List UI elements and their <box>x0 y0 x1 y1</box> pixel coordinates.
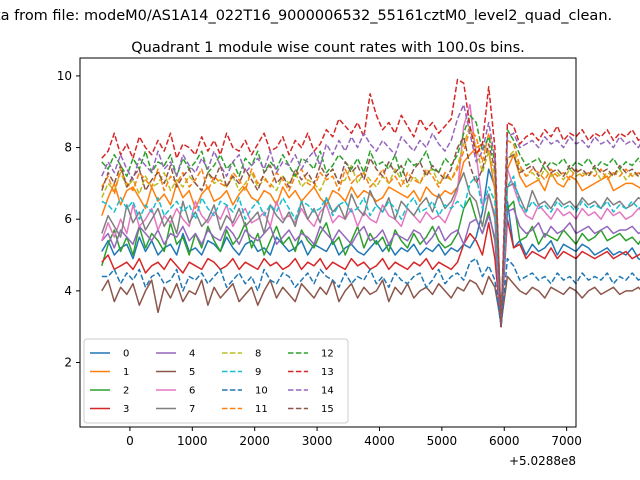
series-line-11 <box>101 128 640 321</box>
y-tick-label: 6 <box>64 212 72 226</box>
series-line-4 <box>101 207 640 328</box>
legend-label-15: 15 <box>321 404 334 415</box>
series-line-15 <box>101 136 640 328</box>
x-tick-label: 2000 <box>239 434 270 448</box>
x-tick-label: 0 <box>126 434 134 448</box>
legend-label-11: 11 <box>255 404 268 415</box>
series-line-1 <box>101 143 640 324</box>
legend-label-1: 1 <box>123 367 129 378</box>
y-tick-label: 10 <box>57 69 72 83</box>
series-line-3 <box>101 218 640 328</box>
series-line-2 <box>101 196 640 328</box>
series-line-7 <box>101 171 640 321</box>
chart-title: Quadrant 1 module wise count rates with … <box>131 40 525 56</box>
y-axis: 2 4 6 8 10 <box>57 69 80 370</box>
x-tick-label: 1000 <box>177 434 208 448</box>
x-tick-label: 7000 <box>551 434 582 448</box>
x-axis: 0 1000 2000 3000 4000 5000 6000 7000 <box>126 427 582 448</box>
x-tick-label: 3000 <box>302 434 333 448</box>
y-tick-label: 4 <box>64 284 72 298</box>
figure-suptitle: ata from file: modeM0/AS1A14_022T16_9000… <box>0 8 612 24</box>
legend-label-13: 13 <box>321 367 334 378</box>
legend-label-6: 6 <box>189 386 195 397</box>
legend-label-2: 2 <box>123 386 129 397</box>
x-tick-label: 4000 <box>364 434 395 448</box>
series-line-13 <box>101 78 640 328</box>
legend-label-10: 10 <box>255 386 268 397</box>
series-line-9 <box>101 175 640 324</box>
y-tick-label: 2 <box>64 356 72 370</box>
series-layer <box>101 78 640 328</box>
legend-label-12: 12 <box>321 349 334 360</box>
series-line-6 <box>101 103 640 321</box>
legend-label-0: 0 <box>123 349 129 360</box>
legend-label-7: 7 <box>189 404 195 415</box>
series-line-12 <box>101 114 640 324</box>
x-offset-label: +5.0288e8 <box>509 454 576 468</box>
y-tick-label: 8 <box>64 141 72 155</box>
legend-label-9: 9 <box>255 367 261 378</box>
series-line-0 <box>101 168 640 328</box>
legend-label-5: 5 <box>189 367 195 378</box>
legend-label-14: 14 <box>321 386 334 397</box>
legend-label-4: 4 <box>189 349 195 360</box>
x-tick-label: 5000 <box>427 434 458 448</box>
series-line-5 <box>101 275 640 324</box>
axes-frame <box>79 57 577 428</box>
series-line-14 <box>101 103 640 324</box>
legend-label-3: 3 <box>123 404 129 415</box>
x-tick-label: 6000 <box>489 434 520 448</box>
legend-label-8: 8 <box>255 349 261 360</box>
legend-box <box>83 338 349 424</box>
